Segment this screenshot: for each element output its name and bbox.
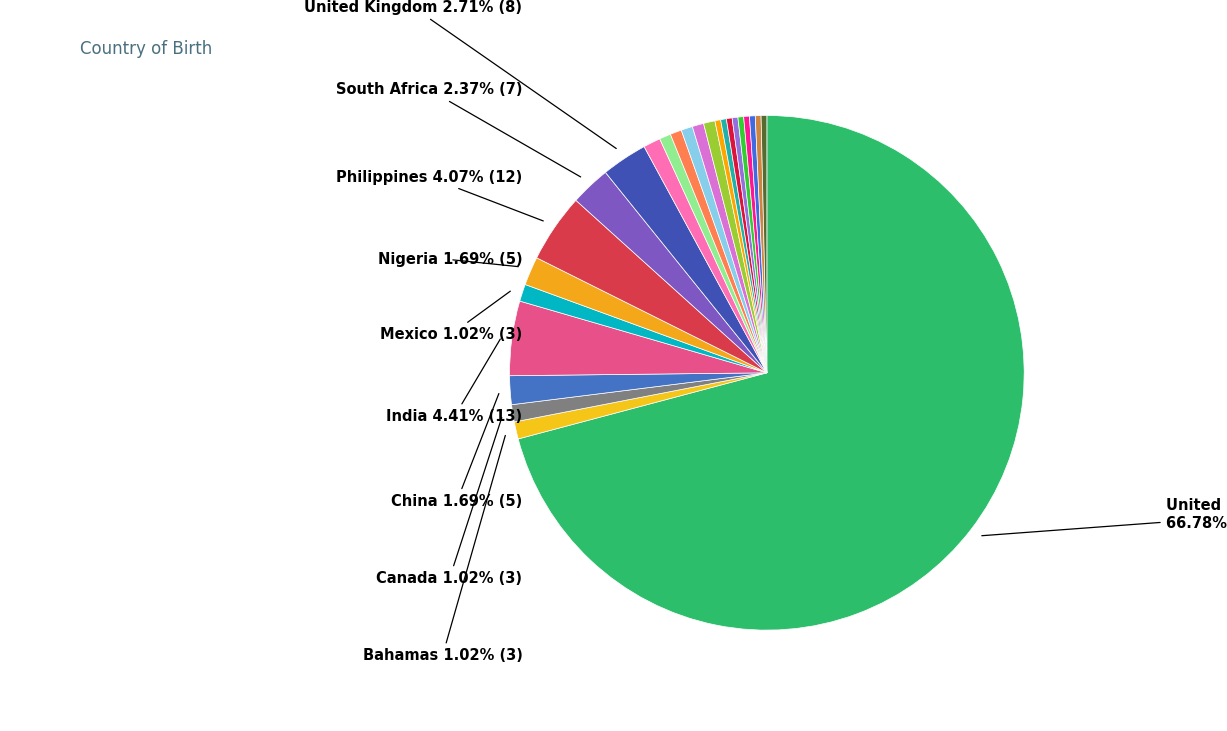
Wedge shape xyxy=(644,139,767,373)
Wedge shape xyxy=(703,121,767,373)
Text: Country of Birth: Country of Birth xyxy=(80,40,212,58)
Wedge shape xyxy=(761,115,767,373)
Wedge shape xyxy=(575,173,767,373)
Wedge shape xyxy=(737,116,767,373)
Wedge shape xyxy=(756,115,767,373)
Text: Nigeria 1.69% (5): Nigeria 1.69% (5) xyxy=(378,252,523,267)
Text: Mexico 1.02% (3): Mexico 1.02% (3) xyxy=(380,291,523,341)
Wedge shape xyxy=(720,118,767,373)
Wedge shape xyxy=(670,130,767,373)
Wedge shape xyxy=(512,373,767,422)
Wedge shape xyxy=(692,124,767,373)
Wedge shape xyxy=(750,115,767,373)
Wedge shape xyxy=(733,117,767,373)
Wedge shape xyxy=(605,147,767,373)
Text: Bahamas 1.02% (3): Bahamas 1.02% (3) xyxy=(362,436,523,663)
Wedge shape xyxy=(536,200,767,373)
Wedge shape xyxy=(726,118,767,373)
Wedge shape xyxy=(520,284,767,373)
Text: Canada 1.02% (3): Canada 1.02% (3) xyxy=(377,417,523,586)
Text: China 1.69% (5): China 1.69% (5) xyxy=(391,393,523,509)
Wedge shape xyxy=(525,258,767,373)
Text: South Africa 2.37% (7): South Africa 2.37% (7) xyxy=(336,83,580,177)
Wedge shape xyxy=(509,301,767,376)
Text: United States of America
66.78% (197): United States of America 66.78% (197) xyxy=(982,498,1227,536)
Text: India 4.41% (13): India 4.41% (13) xyxy=(387,339,523,424)
Wedge shape xyxy=(744,116,767,373)
Wedge shape xyxy=(681,126,767,373)
Wedge shape xyxy=(715,120,767,373)
Text: Philippines 4.07% (12): Philippines 4.07% (12) xyxy=(336,170,544,221)
Wedge shape xyxy=(509,373,767,405)
Wedge shape xyxy=(660,135,767,373)
Wedge shape xyxy=(518,115,1025,630)
Wedge shape xyxy=(514,373,767,439)
Text: United Kingdom 2.71% (8): United Kingdom 2.71% (8) xyxy=(304,0,616,148)
